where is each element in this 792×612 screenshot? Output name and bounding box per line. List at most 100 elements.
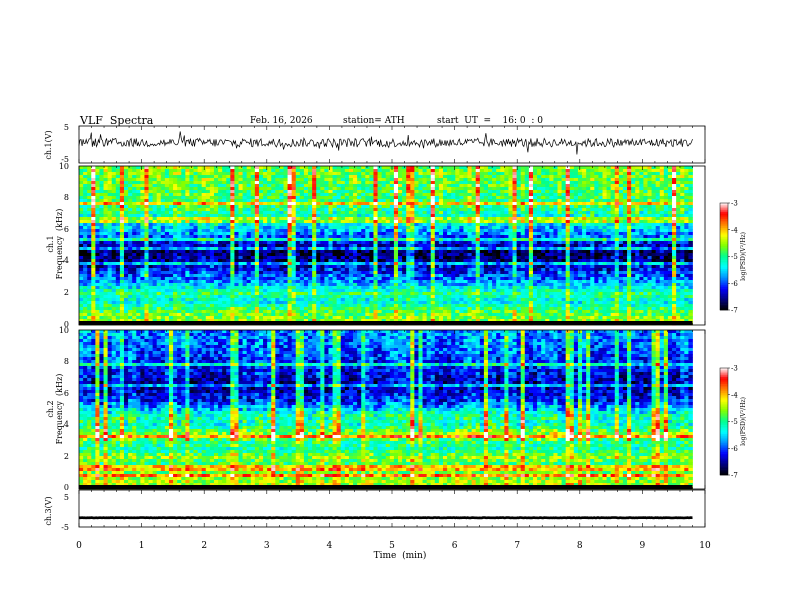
spectrogram-cell [291,241,297,245]
spectrogram-cell [590,169,595,173]
spectrogram-cell [443,229,448,233]
spectrogram-cell [181,217,186,221]
spectrogram-cell [156,226,162,230]
spectrogram-cell [279,253,284,257]
spectrogram-cell [651,175,657,179]
spectrogram-cell [676,235,681,239]
spectrogram-cell [242,241,248,245]
spectrogram-cell [173,166,178,170]
spectrogram-cell [246,199,252,203]
spectrogram-cell [463,256,468,260]
spectrogram-cell [434,220,440,224]
spectrogram-cell [496,196,501,200]
spectrogram-cell [393,208,399,212]
spectrogram-cell [622,226,628,230]
spectrogram-cell [520,214,526,218]
spectrogram-cell [524,208,530,212]
spectrogram-cell [385,250,391,254]
spectrogram-cell [189,181,194,185]
spectrogram-cell [635,175,640,179]
spectrogram-cell [537,244,542,248]
spectrogram-cell [328,184,333,188]
spectrogram-cell [398,226,403,230]
spectrogram-cell [643,259,648,263]
spectrogram-cell [475,247,481,251]
spectrogram-cell [111,256,117,260]
spectrogram-cell [561,253,567,257]
spectrogram-cell [479,235,485,239]
spectrogram-cell [516,244,522,248]
spectrogram-cell [79,172,84,176]
spectrogram-cell [144,202,149,206]
spectrogram-cell [492,175,497,179]
spectrogram-cell [123,226,129,230]
spectrogram-cell [160,196,166,200]
spectrogram-cell [672,253,677,257]
spectrogram-cell [79,250,84,254]
spectrogram-cell [516,166,522,170]
spectrogram-cell [406,247,411,251]
spectrogram-cell [528,232,534,236]
spectrogram-cell [160,214,166,218]
spectrogram-cell [471,223,477,227]
spectrogram-cell [618,256,624,260]
spectrogram-cell [479,244,485,248]
spectrogram-cell [684,238,689,242]
spectrogram-cell [222,217,227,221]
spectrogram-cell [426,187,432,191]
spectrogram-cell [438,169,444,173]
spectrogram-cell [111,202,117,206]
spectrogram-cell [209,208,215,212]
spectrogram-cell [140,175,145,179]
spectrogram-cell [438,235,444,239]
spectrogram-cell [136,223,141,227]
spectrogram-cell [553,205,558,209]
spectrogram-cell [189,184,194,188]
spectrogram-cell [205,217,211,221]
spectrogram-cell [430,256,436,260]
spectrogram-cell [553,238,558,242]
spectrogram-cell [258,202,264,206]
spectrogram-cell [438,190,444,194]
spectrogram-cell [676,250,681,254]
spectrogram-cell [443,253,448,257]
spectrogram-cell [618,190,624,194]
spectrogram-cell [103,232,109,236]
spectrogram-cell [393,244,399,248]
spectrogram-cell [361,247,366,251]
spectrogram-cell [152,253,158,257]
spectrogram-cell [287,184,293,188]
spectrogram-cell [299,244,305,248]
spectrogram-cell [545,190,550,194]
spectrogram-cell [688,217,693,221]
spectrogram-cell [348,169,354,173]
spectrogram-cell [213,235,219,239]
spectrogram-cell [545,247,550,251]
spectrogram-cell [181,223,186,227]
spectrogram-cell [87,232,92,236]
spectrogram-cell [647,223,652,227]
spectrogram-cell [406,184,411,188]
spectrogram-cell [524,196,530,200]
spectrogram-cell [500,235,505,239]
spectrogram-cell [500,241,505,245]
spectrogram-cell [422,166,428,170]
spectrogram-cell [209,238,215,242]
spectrogram-cell [303,181,309,185]
spectrogram-cell [238,190,243,194]
spectrogram-cell [541,205,546,209]
spectrogram-cell [148,211,154,215]
spectrogram-cell [246,259,252,263]
spectrogram-cell [618,208,624,212]
spectrogram-cell [680,190,685,194]
spectrogram-cell [353,223,358,227]
spectrogram-cell [369,247,374,251]
spectrogram-cell [610,214,616,218]
spectrogram-cell [308,184,313,188]
spectrogram-cell [107,214,113,218]
spectrogram-cell [381,232,387,236]
spectrogram-cell [226,235,231,239]
spectrogram-cell [467,256,473,260]
spectrogram-cell [545,235,550,239]
spectrogram-cell [103,238,109,242]
